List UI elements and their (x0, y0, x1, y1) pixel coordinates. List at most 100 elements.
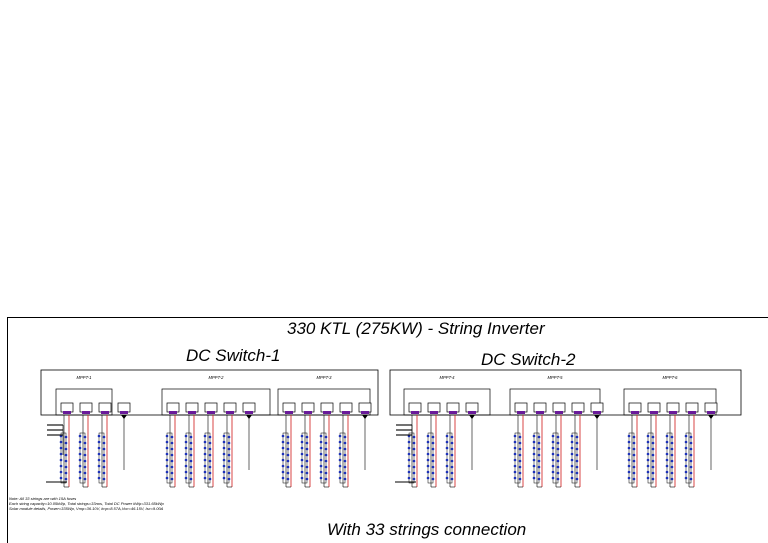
module-dot (651, 465, 655, 469)
module-dot (281, 434, 285, 438)
module-dot (551, 440, 555, 444)
module-dot (518, 435, 522, 439)
module-dot (203, 434, 207, 438)
module-dot (222, 464, 226, 468)
fuse-mark (342, 411, 350, 414)
module-dot (407, 452, 411, 456)
module-dot (324, 447, 328, 451)
module-dot (537, 477, 541, 481)
module-dot (518, 477, 522, 481)
module-dot (684, 476, 688, 480)
module-dot (646, 434, 650, 438)
fuse-mark (120, 411, 128, 414)
module-dot (189, 441, 193, 445)
input-terminal (514, 402, 528, 413)
module-dot (532, 458, 536, 462)
drawing-frame (7, 317, 768, 543)
module-dot (551, 458, 555, 462)
pv-string (445, 415, 456, 488)
module-column (408, 432, 415, 484)
input-terminal (79, 402, 93, 413)
module-dot (319, 434, 323, 438)
module-dot (551, 434, 555, 438)
module-dot (97, 458, 101, 462)
module-dot (556, 447, 560, 451)
module-dot (651, 435, 655, 439)
module-dot (431, 453, 435, 457)
module-dot (407, 476, 411, 480)
module-dot (445, 434, 449, 438)
module-dot (189, 447, 193, 451)
module-dot (305, 447, 309, 451)
module-dot (670, 453, 674, 457)
module-dot (305, 441, 309, 445)
module-dot (78, 452, 82, 456)
fuse-mark (169, 411, 177, 414)
module-dot (319, 440, 323, 444)
module-dot (407, 458, 411, 462)
module-dot (286, 477, 290, 481)
module-dot (165, 458, 169, 462)
module-dot (102, 441, 106, 445)
input-terminal (666, 402, 680, 413)
module-dot (165, 440, 169, 444)
module-dot (319, 476, 323, 480)
module-dot (537, 459, 541, 463)
module-dot (651, 471, 655, 475)
module-dot (689, 459, 693, 463)
module-dot (165, 464, 169, 468)
module-dot (407, 440, 411, 444)
module-dot (97, 476, 101, 480)
module-dot (445, 446, 449, 450)
module-dot (286, 465, 290, 469)
module-dot (338, 476, 342, 480)
pv-string (97, 415, 108, 488)
fuse-mark (323, 411, 331, 414)
module-dot (281, 458, 285, 462)
module-dot (575, 435, 579, 439)
module-dot (518, 459, 522, 463)
module-dot (575, 471, 579, 475)
input-terminal (427, 402, 441, 413)
module-dot (551, 452, 555, 456)
module-dot (208, 453, 212, 457)
module-dot (556, 435, 560, 439)
fuse-mark (101, 411, 109, 414)
module-dot (426, 470, 430, 474)
module-dot (184, 452, 188, 456)
pv-string (184, 415, 195, 488)
pv-string (532, 415, 543, 488)
module-dot (445, 440, 449, 444)
module-dot (445, 452, 449, 456)
module-dot (632, 477, 636, 481)
mppt-box (161, 388, 271, 416)
module-dot (78, 476, 82, 480)
fuse-mark (536, 411, 544, 414)
input-terminal (242, 402, 256, 413)
module-dot (281, 440, 285, 444)
module-dot (431, 441, 435, 445)
module-dot (319, 452, 323, 456)
module-dot (537, 441, 541, 445)
fuse-mark (574, 411, 582, 414)
module-dot (556, 453, 560, 457)
module-dot (203, 452, 207, 456)
module-dot (689, 471, 693, 475)
module-dot (281, 476, 285, 480)
module-dot (431, 459, 435, 463)
module-dot (431, 465, 435, 469)
module-dot (189, 459, 193, 463)
module-dot (445, 476, 449, 480)
module-dot (165, 446, 169, 450)
module-dot (170, 477, 174, 481)
earthing-stubs-1 (46, 424, 67, 483)
module-dot (518, 447, 522, 451)
pv-string (78, 415, 89, 488)
module-column (685, 432, 692, 484)
module-dot (665, 464, 669, 468)
module-dot (665, 452, 669, 456)
module-dot (689, 447, 693, 451)
fuse-mark (555, 411, 563, 414)
module-dot (450, 471, 454, 475)
